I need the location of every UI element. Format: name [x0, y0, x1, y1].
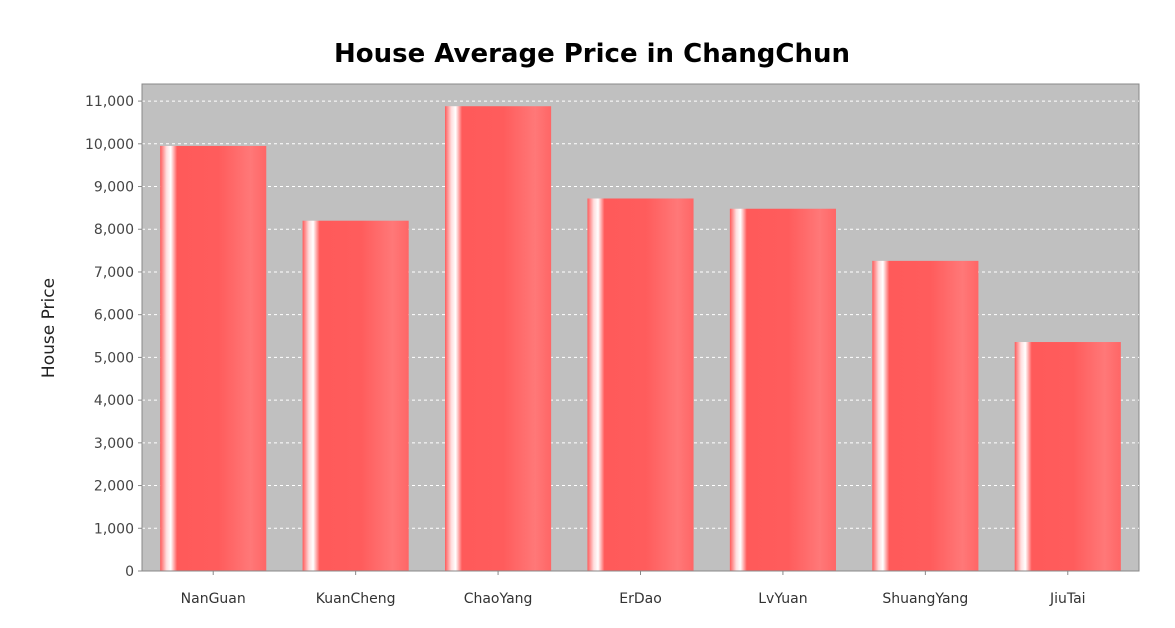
bar-erdao: [587, 198, 694, 571]
x-axis-ticks: NanGuan KuanCheng ChaoYang ErDao LvYuan Shuan…: [181, 571, 1086, 607]
x-tick-label: LvYuan: [758, 591, 807, 607]
y-tick-label: 8,000: [94, 222, 134, 238]
y-tick-label: 6,000: [94, 308, 134, 324]
y-tick-label: 1,000: [94, 521, 134, 537]
chart-title: House Average Price in ChangChun: [334, 39, 850, 69]
y-tick-label: 10,000: [85, 137, 134, 153]
bars: [160, 106, 1121, 571]
y-tick-label: 11,000: [85, 94, 134, 110]
bar-jiutai: [1014, 342, 1121, 571]
x-tick-label: KuanCheng: [316, 591, 396, 607]
x-tick-label: ErDao: [619, 591, 662, 607]
y-tick-label: 2,000: [94, 479, 134, 495]
y-tick-label: 7,000: [94, 265, 134, 281]
y-tick-label: 5,000: [94, 350, 134, 366]
x-tick-label: JiuTai: [1049, 591, 1086, 607]
bar-chaoyang: [445, 106, 552, 571]
y-tick-label: 4,000: [94, 393, 134, 409]
x-tick-label: ChaoYang: [464, 591, 533, 607]
y-tick-label: 3,000: [94, 436, 134, 452]
x-tick-label: NanGuan: [181, 591, 246, 607]
bar-kuancheng: [302, 220, 409, 571]
y-tick-label: 9,000: [94, 180, 134, 196]
bar-lvyuan: [729, 208, 836, 571]
y-tick-label: 0: [125, 564, 134, 580]
x-tick-label: ShuangYang: [882, 591, 968, 607]
bar-nanguan: [160, 145, 267, 571]
bar-shuangyang: [872, 260, 979, 571]
y-axis-ticks: 0 1,000 2,000 3,000 4,000 5,000 6,000 7,000 8,00…: [85, 94, 142, 580]
y-axis-label: House Price: [39, 278, 59, 378]
